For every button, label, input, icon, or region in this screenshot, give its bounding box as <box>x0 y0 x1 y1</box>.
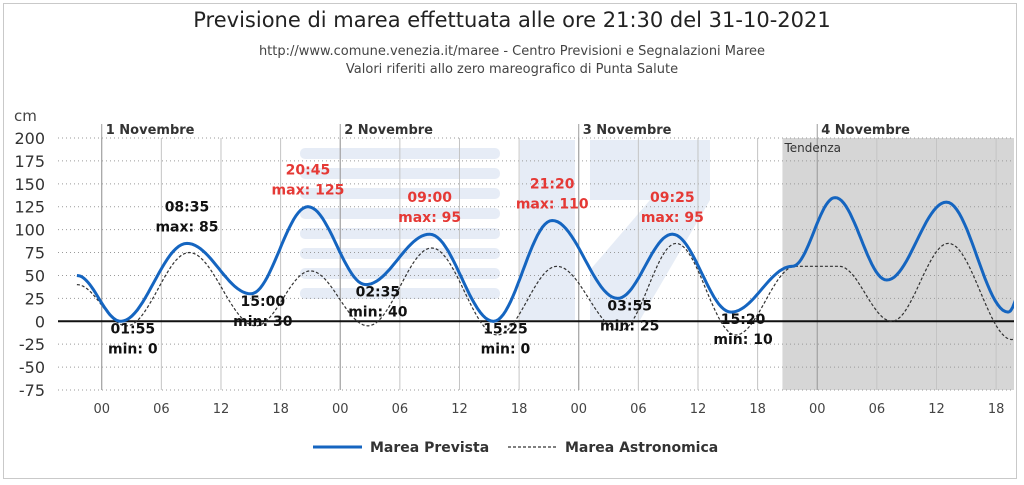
trend-region-label: Tendenza <box>783 141 841 155</box>
x-tick-label: 06 <box>630 402 647 417</box>
y-tick-label: 175 <box>14 152 45 171</box>
annotation-time-label: 01:55 <box>111 321 156 337</box>
y-tick-label: -25 <box>19 335 45 354</box>
y-tick-label: -75 <box>19 381 45 400</box>
y-tick-label: 75 <box>25 244 45 263</box>
day-label: 4 Novembre <box>821 123 910 138</box>
legend-label-marea-prevista: Marea Prevista <box>370 440 489 456</box>
chart-reference-line: Valori riferiti allo zero mareografico d… <box>345 62 679 77</box>
legend-label-marea-astronomica: Marea Astronomica <box>565 440 718 456</box>
x-tick-label: 00 <box>332 402 349 417</box>
y-tick-label: 100 <box>14 221 45 240</box>
x-tick-label: 18 <box>272 402 289 417</box>
annotation-value-label: max: 110 <box>516 196 589 212</box>
x-tick-label: 00 <box>93 402 110 417</box>
x-tick-label: 12 <box>451 402 468 417</box>
annotation-value-label: max: 95 <box>641 210 704 226</box>
x-tick-label: 00 <box>570 402 587 417</box>
x-tick-label: 06 <box>392 402 409 417</box>
annotation-time-label: 09:25 <box>650 190 695 206</box>
series-line-marea-astronomica <box>76 242 1014 341</box>
x-tick-label: 00 <box>809 402 826 417</box>
y-tick-label: 200 <box>14 129 45 148</box>
y-tick-label: -50 <box>19 358 45 377</box>
y-tick-label: 150 <box>14 175 45 194</box>
x-tick-label: 18 <box>988 402 1005 417</box>
annotation-time-label: 15:20 <box>721 312 766 328</box>
series-line-marea-prevista <box>76 196 1014 323</box>
y-tick-label: 25 <box>25 289 45 308</box>
annotation-value-label: min: 0 <box>108 341 158 357</box>
x-tick-label: 12 <box>928 402 945 417</box>
day-label: 3 Novembre <box>583 123 672 138</box>
annotation-time-label: 03:55 <box>607 298 652 314</box>
annotation-value-label: min: 25 <box>600 318 659 334</box>
annotation-value-label: min: 40 <box>348 305 408 321</box>
annotation-value-label: max: 95 <box>398 210 461 226</box>
annotation-time-label: 15:25 <box>483 321 528 337</box>
x-tick-label: 18 <box>749 402 766 417</box>
annotation-time-label: 08:35 <box>165 199 210 215</box>
annotation-time-label: 15:00 <box>241 294 286 310</box>
annotation-time-label: 20:45 <box>286 163 331 179</box>
chart-frame <box>3 3 1017 479</box>
day-label: 1 Novembre <box>106 123 195 138</box>
annotation-value-label: min: 10 <box>713 332 773 348</box>
annotation-value-label: min: 0 <box>481 341 531 357</box>
annotation-value-label: max: 85 <box>155 219 218 235</box>
y-axis-unit-label: cm <box>14 107 37 125</box>
x-tick-label: 06 <box>153 402 170 417</box>
annotation-time-label: 21:20 <box>530 176 575 192</box>
x-tick-label: 06 <box>869 402 886 417</box>
trend-region <box>782 138 1014 390</box>
annotation-value-label: max: 125 <box>272 183 345 199</box>
x-tick-label: 12 <box>213 402 230 417</box>
chart-title: Previsione di marea effettuata alle ore … <box>193 8 831 32</box>
x-tick-label: 12 <box>690 402 707 417</box>
y-tick-label: 50 <box>25 266 45 285</box>
chart-source-line: http://www.comune.venezia.it/maree - Cen… <box>258 44 766 59</box>
annotation-value-label: min: 30 <box>233 314 293 330</box>
y-tick-label: 0 <box>35 312 45 331</box>
day-label: 2 Novembre <box>344 123 433 138</box>
annotation-time-label: 09:00 <box>407 190 452 206</box>
annotation-time-label: 02:35 <box>356 285 401 301</box>
x-tick-label: 18 <box>511 402 528 417</box>
y-tick-label: 125 <box>14 198 45 217</box>
